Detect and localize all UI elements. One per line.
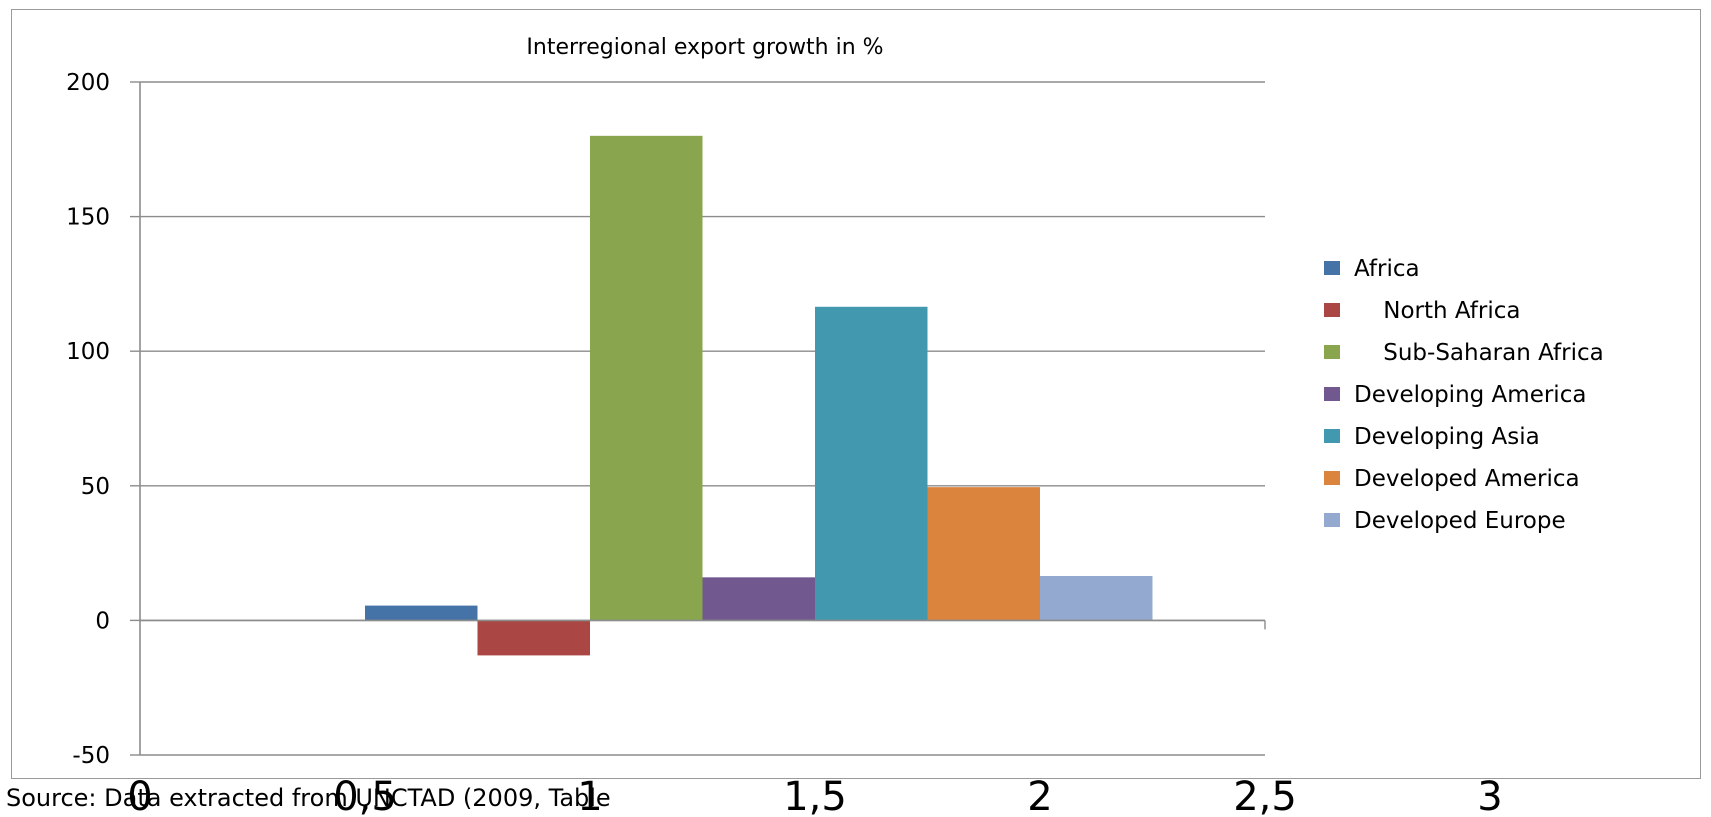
legend-label[interactable]: Developed America: [1354, 466, 1580, 492]
legend-swatch: [1324, 471, 1340, 485]
legend-label[interactable]: Developed Europe: [1354, 508, 1566, 534]
y-axis-ticks: 200 150 100 50 0 -50: [66, 70, 110, 769]
y-tick-label: 200: [66, 70, 110, 96]
legend-label[interactable]: Africa: [1354, 256, 1420, 282]
legend[interactable]: Africa North Africa Sub-Saharan Africa De…: [1324, 256, 1604, 534]
x-tick-label: 1,5: [783, 774, 847, 817]
chart-title: Interregional export growth in %: [526, 35, 883, 60]
legend-label[interactable]: North Africa: [1354, 298, 1520, 324]
y-tick-label: 0: [95, 608, 110, 634]
legend-swatch: [1324, 429, 1340, 443]
x-tick-label: 2,5: [1233, 774, 1297, 817]
y-tick-label: -50: [72, 743, 110, 769]
bar-africa: [365, 605, 478, 621]
bar-developed-america: [927, 487, 1040, 621]
bar-sub-saharan-africa: [590, 135, 703, 621]
bar-developed-europe: [1040, 575, 1153, 621]
legend-swatch: [1324, 261, 1340, 275]
bar-north-africa: [477, 620, 590, 656]
axes: [130, 81, 1266, 756]
source-note: Source: Data extracted from UNCTAD (2009…: [6, 784, 611, 812]
x-axis-ticks: 0 0,5 1 1,5 2 2,5 3: [127, 774, 1502, 817]
x-tick-label: 0: [127, 774, 152, 817]
legend-swatch: [1324, 513, 1340, 527]
legend-label[interactable]: Developing Asia: [1354, 424, 1540, 450]
y-tick-label: 150: [66, 205, 110, 231]
y-tick-label: 100: [66, 339, 110, 365]
x-tick-label: 1: [577, 774, 602, 817]
x-tick-label: 0,5: [333, 774, 397, 817]
bars: [365, 135, 1153, 656]
bar-developing-asia: [815, 306, 928, 621]
legend-swatch: [1324, 387, 1340, 401]
bar-developing-america: [702, 577, 815, 621]
legend-label[interactable]: Sub-Saharan Africa: [1354, 340, 1604, 366]
x-tick-label: 3: [1477, 774, 1502, 817]
legend-swatch: [1324, 303, 1340, 317]
y-tick-label: 50: [81, 474, 110, 500]
legend-swatch: [1324, 345, 1340, 359]
legend-label[interactable]: Developing America: [1354, 382, 1586, 408]
x-tick-label: 2: [1027, 774, 1052, 817]
